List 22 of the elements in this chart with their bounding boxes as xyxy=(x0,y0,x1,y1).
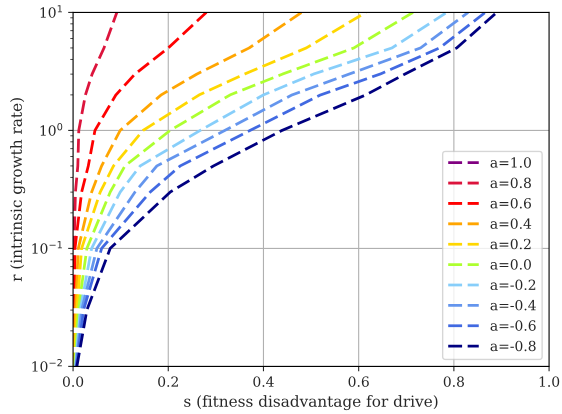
y-tick-label: 10$^{1}$ xyxy=(40,5,62,18)
legend-label: a=1.0 xyxy=(490,157,531,168)
legend-label: a=-0.2 xyxy=(490,280,536,290)
legend-label: a=0.6 xyxy=(490,198,532,208)
legend-label: a=0.4 xyxy=(490,218,532,229)
legend-label: a=-0.6 xyxy=(490,320,536,331)
x-tick-label: 1.0 xyxy=(540,376,560,387)
legend-label: a=0.8 xyxy=(490,178,531,188)
x-tick-label: 0.4 xyxy=(253,376,274,387)
x-tick-label: 0.2 xyxy=(158,376,178,387)
y-tick-label: 10$^{−2}$ xyxy=(32,359,62,372)
x-tick-label: 0.8 xyxy=(444,376,464,387)
y-tick-label: 10$^{−1}$ xyxy=(32,241,62,254)
y-axis-title: r (intrinsic growth rate) xyxy=(10,98,26,282)
x-tick-label: 0.6 xyxy=(348,376,369,387)
legend-label: a=0.2 xyxy=(490,238,531,250)
x-tick-label: 0.0 xyxy=(62,376,84,387)
y-tick-label: 10$^{0}$ xyxy=(40,123,62,136)
legend-label: a=-0.4 xyxy=(490,300,536,310)
legend-label: a=-0.8 xyxy=(490,340,536,352)
legend-label: a=0.0 xyxy=(490,259,531,270)
x-axis-title: s (fitness disadvantage for drive) xyxy=(184,395,438,410)
